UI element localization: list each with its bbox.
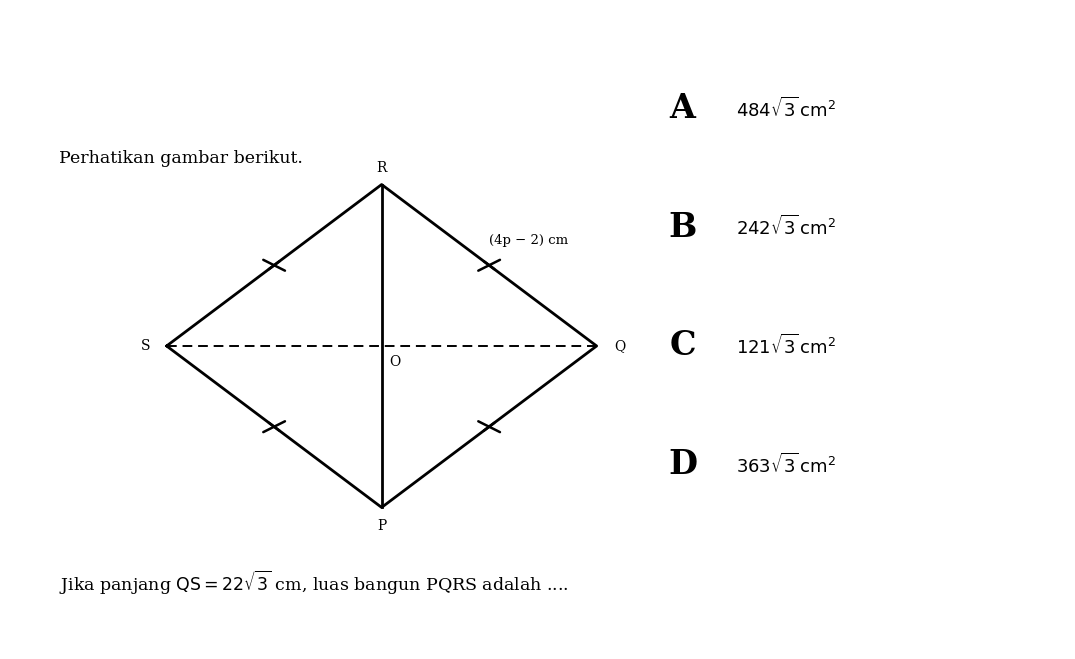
Text: R: R	[376, 161, 387, 175]
Text: Jika panjang $\mathrm{QS} = 22\sqrt{3}$ cm, luas bangun PQRS adalah ....: Jika panjang $\mathrm{QS} = 22\sqrt{3}$ …	[59, 569, 569, 597]
Text: $242\sqrt{3}\,\mathrm{cm}^2$: $242\sqrt{3}\,\mathrm{cm}^2$	[736, 215, 836, 239]
Text: $121\sqrt{3}\,\mathrm{cm}^2$: $121\sqrt{3}\,\mathrm{cm}^2$	[736, 334, 836, 358]
Text: D: D	[669, 448, 697, 481]
Text: (4p − 2) cm: (4p − 2) cm	[489, 234, 569, 247]
Text: A: A	[670, 92, 696, 125]
Text: P: P	[377, 519, 386, 533]
Text: Perhatikan gambar berikut.: Perhatikan gambar berikut.	[59, 150, 303, 167]
Text: S: S	[141, 339, 149, 353]
Text: $484\sqrt{3}\,\mathrm{cm}^2$: $484\sqrt{3}\,\mathrm{cm}^2$	[736, 97, 836, 121]
Text: $363\sqrt{3}\,\mathrm{cm}^2$: $363\sqrt{3}\,\mathrm{cm}^2$	[736, 453, 836, 476]
Text: Q: Q	[615, 339, 626, 353]
Text: B: B	[669, 211, 697, 244]
Text: O: O	[389, 355, 400, 370]
Text: C: C	[670, 330, 696, 362]
